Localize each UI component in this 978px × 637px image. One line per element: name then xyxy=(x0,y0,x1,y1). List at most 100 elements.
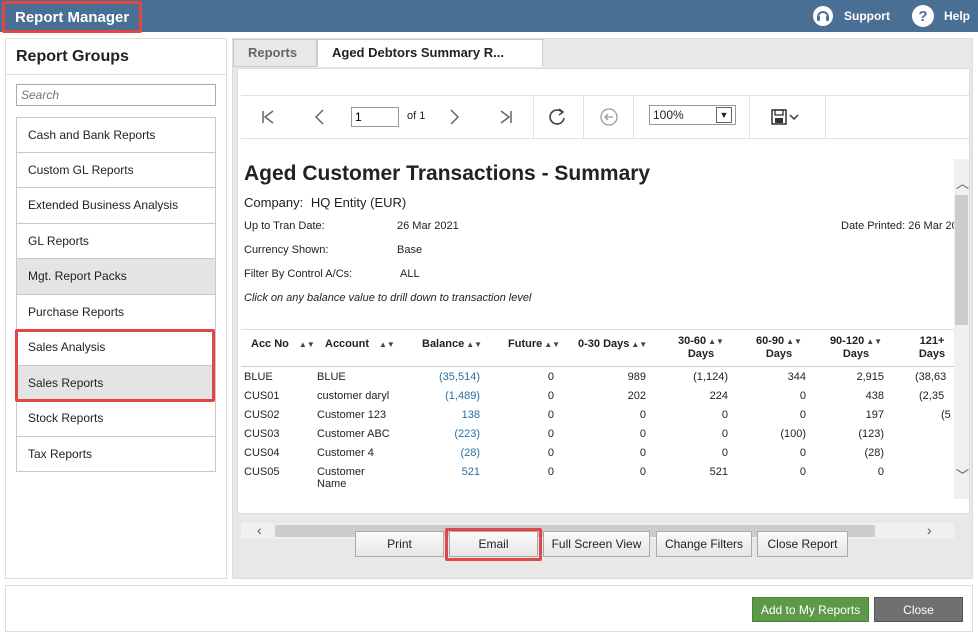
column-future[interactable]: Future ▲▼ xyxy=(508,338,561,350)
refresh-icon xyxy=(549,108,565,125)
column-0-30-days[interactable]: 0-30 Days ▲▼ xyxy=(578,338,648,350)
cell-0-30: 0 xyxy=(639,428,646,440)
table-row: CUS03 Customer ABC (223) 0 0 0 (100) (12… xyxy=(241,425,954,444)
toolbar-divider xyxy=(633,96,634,138)
chevron-left-icon[interactable]: ‹ xyxy=(257,522,262,538)
headset-icon xyxy=(812,6,833,26)
sort-icon: ▲▼ xyxy=(708,337,724,346)
cell-90-120: (28) xyxy=(864,447,884,459)
group-item-custom-gl[interactable]: Custom GL Reports xyxy=(16,152,216,188)
cell-balance-link[interactable]: 138 xyxy=(461,409,480,421)
column-30-60-days[interactable]: 30-60 ▲▼ Days xyxy=(678,335,724,360)
table-row: CUS04 Customer 4 (28) 0 0 0 0 (28) xyxy=(241,444,954,463)
chevron-down-icon xyxy=(789,114,799,121)
column-acc-no[interactable]: Acc No ▲▼ xyxy=(251,338,315,350)
page-count-label: of 1 xyxy=(407,110,426,122)
cell-60-90: 0 xyxy=(799,409,806,421)
next-page-button[interactable] xyxy=(443,106,465,128)
full-screen-view-button[interactable]: Full Screen View xyxy=(543,531,650,557)
table-header: Acc No ▲▼ Account ▲▼ Balance ▲▼ Future ▲▼ 0-… xyxy=(241,329,954,367)
last-page-button[interactable] xyxy=(495,106,517,128)
group-item-cash-and-bank[interactable]: Cash and Bank Reports xyxy=(16,117,216,153)
previous-page-button[interactable] xyxy=(309,106,331,128)
sort-icon: ▲▼ xyxy=(631,340,648,349)
chevron-right-icon[interactable]: › xyxy=(927,522,932,538)
group-item-tax-reports[interactable]: Tax Reports xyxy=(16,436,216,472)
vertical-scrollbar[interactable]: ︿ ﹀ xyxy=(954,159,969,499)
email-button[interactable]: Email xyxy=(449,531,538,557)
search-input[interactable] xyxy=(16,84,216,106)
cell-balance-link[interactable]: (1,489) xyxy=(445,390,480,402)
group-item-extended-business-analysis[interactable]: Extended Business Analysis xyxy=(16,188,216,224)
cell-30-60: 0 xyxy=(721,447,728,459)
cell-30-60: (1,124) xyxy=(693,371,728,383)
cell-balance-link[interactable]: (28) xyxy=(460,447,480,459)
refresh-button[interactable] xyxy=(545,106,569,128)
chevron-up-icon[interactable]: ︿ xyxy=(956,176,969,191)
column-90-120-days[interactable]: 90-120 ▲▼ Days xyxy=(829,335,883,360)
cell-balance-link[interactable]: (223) xyxy=(454,428,480,440)
group-item-purchase-reports[interactable]: Purchase Reports xyxy=(16,294,216,330)
drill-down-note: Click on any balance value to drill down… xyxy=(244,292,532,304)
table-row: CUS01 customer daryl (1,489) 0 202 224 0… xyxy=(241,387,954,406)
cell-acc-no: CUS03 xyxy=(244,428,280,440)
group-item-stock-reports[interactable]: Stock Reports xyxy=(16,401,216,437)
cell-balance-link[interactable]: (35,514) xyxy=(439,371,480,383)
cell-balance-link[interactable]: 521 xyxy=(461,466,480,478)
cell-account: Customer Name xyxy=(317,466,365,490)
close-report-button[interactable]: Close Report xyxy=(757,531,848,557)
top-bar: Report Manager Support ? Help xyxy=(0,0,978,33)
report-groups-title: Report Groups xyxy=(16,48,129,65)
back-button[interactable] xyxy=(597,106,621,128)
filter-label: Filter By Control A/Cs: xyxy=(244,268,353,280)
cell-60-90: 0 xyxy=(799,390,806,402)
group-item-sales-analysis[interactable]: Sales Analysis xyxy=(16,330,216,366)
cell-future: 0 xyxy=(547,428,554,440)
app-title: Report Manager xyxy=(2,1,143,33)
company-label: Company: xyxy=(244,195,304,210)
print-button[interactable]: Print xyxy=(355,531,444,557)
column-balance[interactable]: Balance ▲▼ xyxy=(422,338,483,350)
close-button[interactable]: Close xyxy=(874,597,963,622)
scrollbar-thumb[interactable] xyxy=(955,195,968,325)
add-to-my-reports-button[interactable]: Add to My Reports xyxy=(752,597,869,622)
cell-acc-no: CUS04 xyxy=(244,447,280,459)
group-item-mgt-report-packs[interactable]: Mgt. Report Packs xyxy=(16,259,216,295)
tab-reports[interactable]: Reports xyxy=(233,39,317,67)
cell-60-90: 0 xyxy=(799,466,806,478)
column-60-90-days[interactable]: 60-90 ▲▼ Days xyxy=(756,335,802,360)
cell-future: 0 xyxy=(547,390,554,402)
cell-60-90: 344 xyxy=(787,371,806,383)
column-121-plus-days[interactable]: 121+ Days xyxy=(918,335,946,360)
group-item-gl-reports[interactable]: GL Reports xyxy=(16,223,216,259)
column-account[interactable]: Account ▲▼ xyxy=(325,338,395,350)
chevron-down-icon: ▼ xyxy=(716,107,732,123)
cell-future: 0 xyxy=(547,409,554,421)
report-title: Aged Customer Transactions - Summary xyxy=(244,162,651,185)
help-link[interactable]: ? Help xyxy=(911,5,970,27)
zoom-value: 100% xyxy=(653,108,684,122)
chevron-down-icon[interactable]: ﹀ xyxy=(956,468,969,483)
cell-acc-no: CUS01 xyxy=(244,390,280,402)
tab-aged-debtors-summary[interactable]: Aged Debtors Summary R... xyxy=(317,39,543,67)
cell-acc-no: BLUE xyxy=(244,371,273,383)
report-actions: Print Email Full Screen View Change Filt… xyxy=(233,528,974,561)
filter-value: ALL xyxy=(400,268,420,280)
cell-0-30: 0 xyxy=(639,447,646,459)
date-printed: Date Printed: 26 Mar 20 xyxy=(841,220,958,232)
change-filters-button[interactable]: Change Filters xyxy=(656,531,752,557)
report-groups-panel: Report Groups Cash and Bank Reports Cust… xyxy=(5,38,227,579)
export-button[interactable] xyxy=(765,106,805,128)
page-number-input[interactable] xyxy=(351,107,399,127)
zoom-select[interactable]: 100% ▼ xyxy=(649,105,736,125)
support-link[interactable]: Support xyxy=(812,5,890,27)
support-label: Support xyxy=(843,9,890,23)
toolbar-divider xyxy=(825,96,826,138)
cell-121-plus: (2,35 xyxy=(919,390,945,402)
cell-90-120: 197 xyxy=(865,409,884,421)
group-item-sales-reports[interactable]: Sales Reports xyxy=(16,365,216,401)
chevron-left-icon xyxy=(314,109,324,125)
first-page-button[interactable] xyxy=(257,106,279,128)
cell-30-60: 521 xyxy=(709,466,728,478)
cell-90-120: 2,915 xyxy=(856,371,884,383)
